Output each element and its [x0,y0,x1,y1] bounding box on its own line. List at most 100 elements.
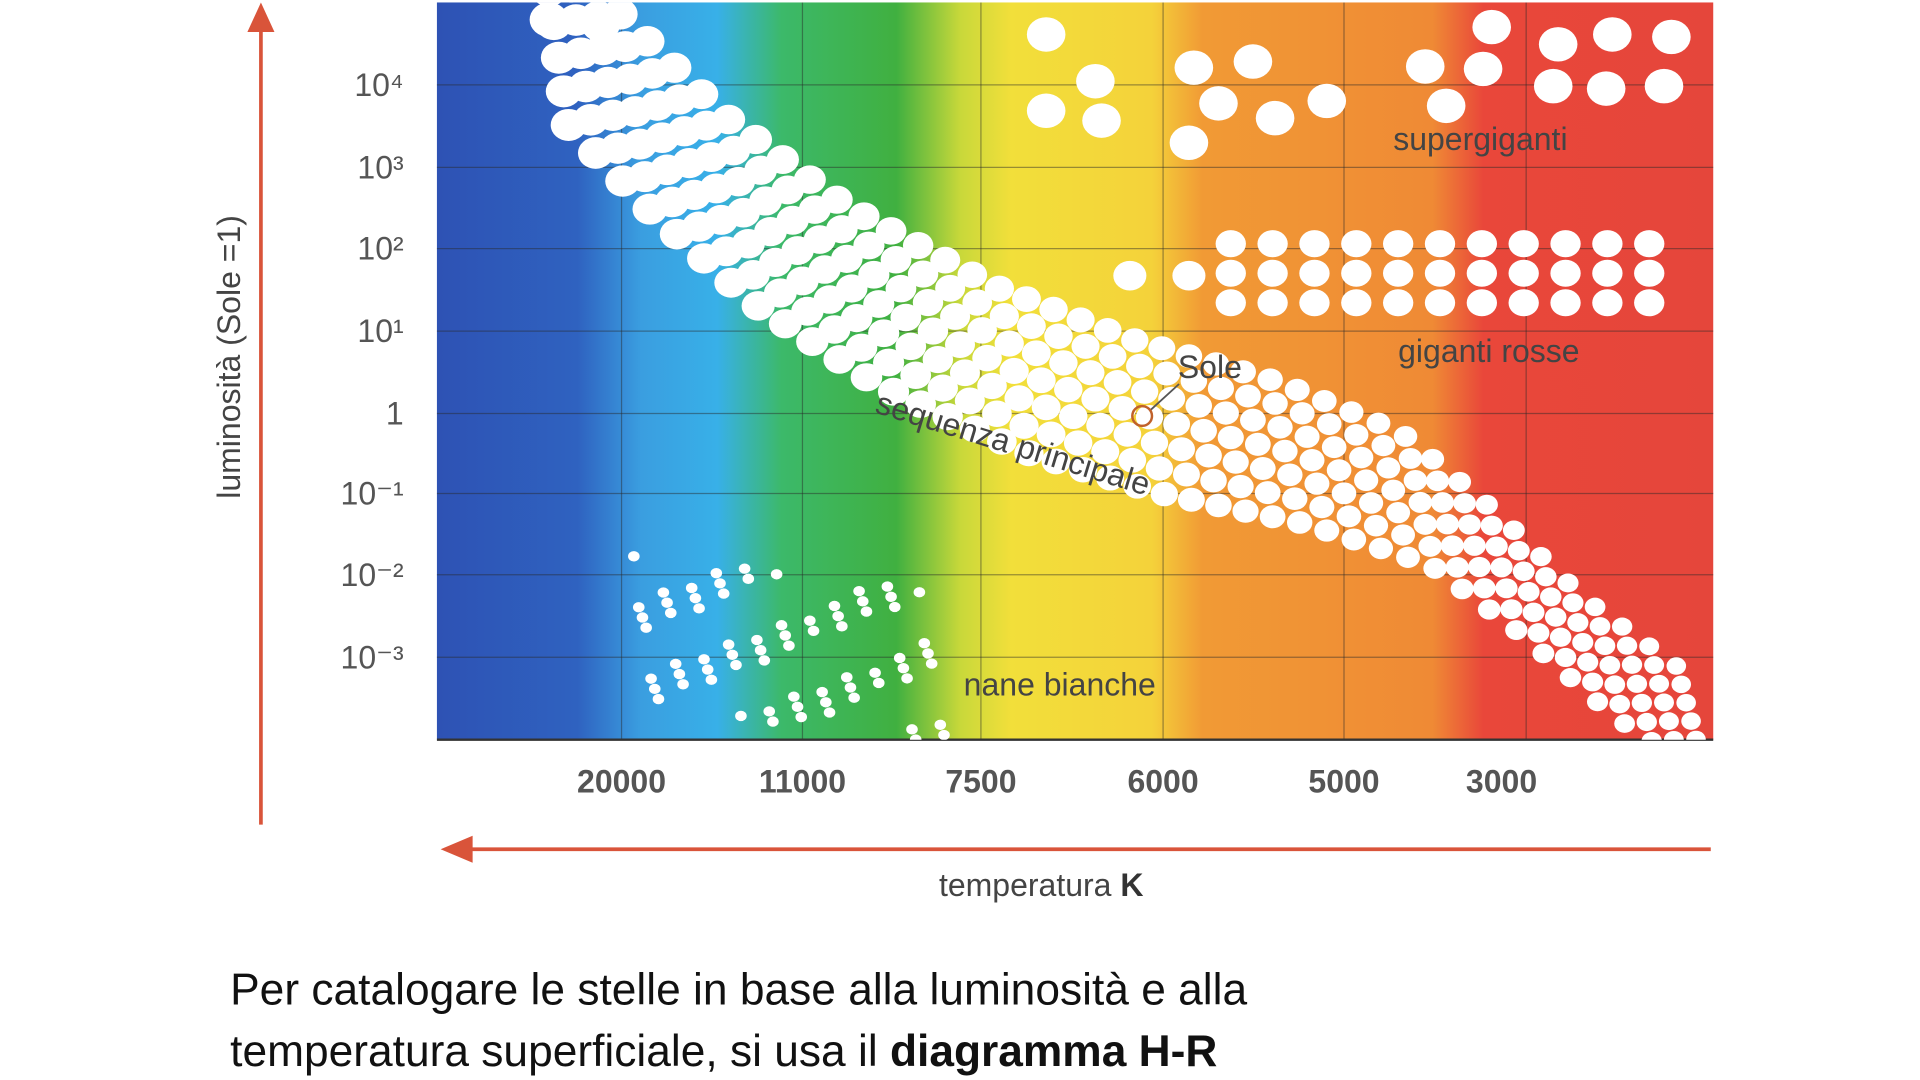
star-dot [1550,259,1581,287]
star-dot [1180,369,1208,393]
star-dot [767,716,779,727]
star-dot [1135,405,1164,430]
caption-line-2: temperatura superficiale, si usa il diag… [230,1027,1217,1076]
star-dot [1299,259,1330,287]
star-dot [1631,693,1653,713]
star-dot [1408,491,1433,513]
star-dot [1336,505,1362,528]
star-dot [1044,323,1073,349]
star-dot [1202,352,1230,376]
star-dot [1199,86,1238,121]
star-dot [1435,513,1459,535]
star-dot [1076,64,1115,99]
star-dot [712,104,746,135]
star-dot [944,331,976,359]
star-dot [1304,472,1330,495]
star-dot [828,600,841,612]
star-dot [1049,350,1078,376]
star-dot [1177,487,1205,512]
star-dot [1535,567,1557,587]
star-dot [982,400,1012,427]
star-dot [1341,230,1372,258]
star-dot [1366,412,1391,434]
star-dot [1540,587,1562,607]
star-dot [1145,456,1174,481]
star-dot [701,664,714,675]
star-dot [657,587,670,598]
star-dot [1174,50,1214,85]
star-dot [1321,436,1347,459]
star-dot [1255,100,1295,136]
star-dot [628,551,640,562]
star-dot [1669,750,1689,768]
star-dot [1403,469,1428,491]
star-dot [1140,430,1169,456]
star-dot [705,674,718,685]
star-dot [1466,259,1498,287]
star-dot [1172,260,1206,291]
star-dot [661,597,673,608]
star-dot [954,387,985,415]
star-dot [895,332,927,361]
star-dot [1466,289,1498,317]
star-dot [807,625,820,637]
star-dot [1386,501,1411,524]
star-dot [1382,230,1414,258]
star-dot [1121,328,1149,353]
star-dot [1054,376,1083,403]
star-dot [1490,557,1513,578]
star-dot [775,620,788,631]
star-dot [529,2,569,37]
star-dot [1485,536,1508,557]
star-dot [710,568,723,579]
star-dot [1082,103,1121,138]
star-dot [1240,408,1266,432]
star-dot [1358,492,1384,514]
x-ticks: 20000 11000 7500 6000 5000 3000 [577,764,1537,800]
star-dot [1572,632,1594,652]
star-dot [1508,289,1539,317]
star-dot [1217,425,1244,450]
star-dot [652,693,665,705]
star-dot [1533,68,1573,104]
caption-text: temperatura superficiale, si usa il [230,1027,878,1076]
star-dot [1163,411,1191,437]
star-dot [1096,465,1125,491]
star-dot [1123,473,1152,499]
star-dot [640,622,652,633]
star-dot [788,691,800,702]
supergiants-label: supergiganti [1393,121,1567,157]
star-dot [1063,430,1093,456]
y-tick-label: 10⁻² [341,557,404,593]
star-dot [1641,732,1662,740]
star-dot [766,145,799,175]
star-dot [779,630,792,641]
star-dot [1118,447,1147,473]
star-dot [754,645,767,656]
star-dot [636,612,649,623]
star-dot [1349,446,1374,469]
star-dot [739,124,773,155]
y-ticks: 10⁴ 10³ 10² 10¹ 1 10⁻¹ 10⁻² 10⁻³ [341,67,404,675]
star-dot [685,582,698,594]
star-dot [1004,385,1034,412]
star-dot [913,587,926,598]
star-dot [1041,448,1071,475]
star-dot [1666,657,1687,675]
star-dot [1458,514,1481,535]
star-dot [1068,457,1098,483]
star-dot [885,274,917,303]
star-dot [967,317,997,344]
star-dot [935,274,966,302]
star-dot [1430,492,1454,513]
star-dot [664,607,677,619]
star-dot [1508,259,1539,287]
star-dot [881,581,894,592]
star-dot [1376,457,1401,479]
star-dot [844,682,857,693]
star-dot [820,697,832,708]
star-dot [1314,519,1340,542]
star-dot [823,707,836,718]
star-dot [872,677,885,689]
star-dot [989,303,1019,330]
